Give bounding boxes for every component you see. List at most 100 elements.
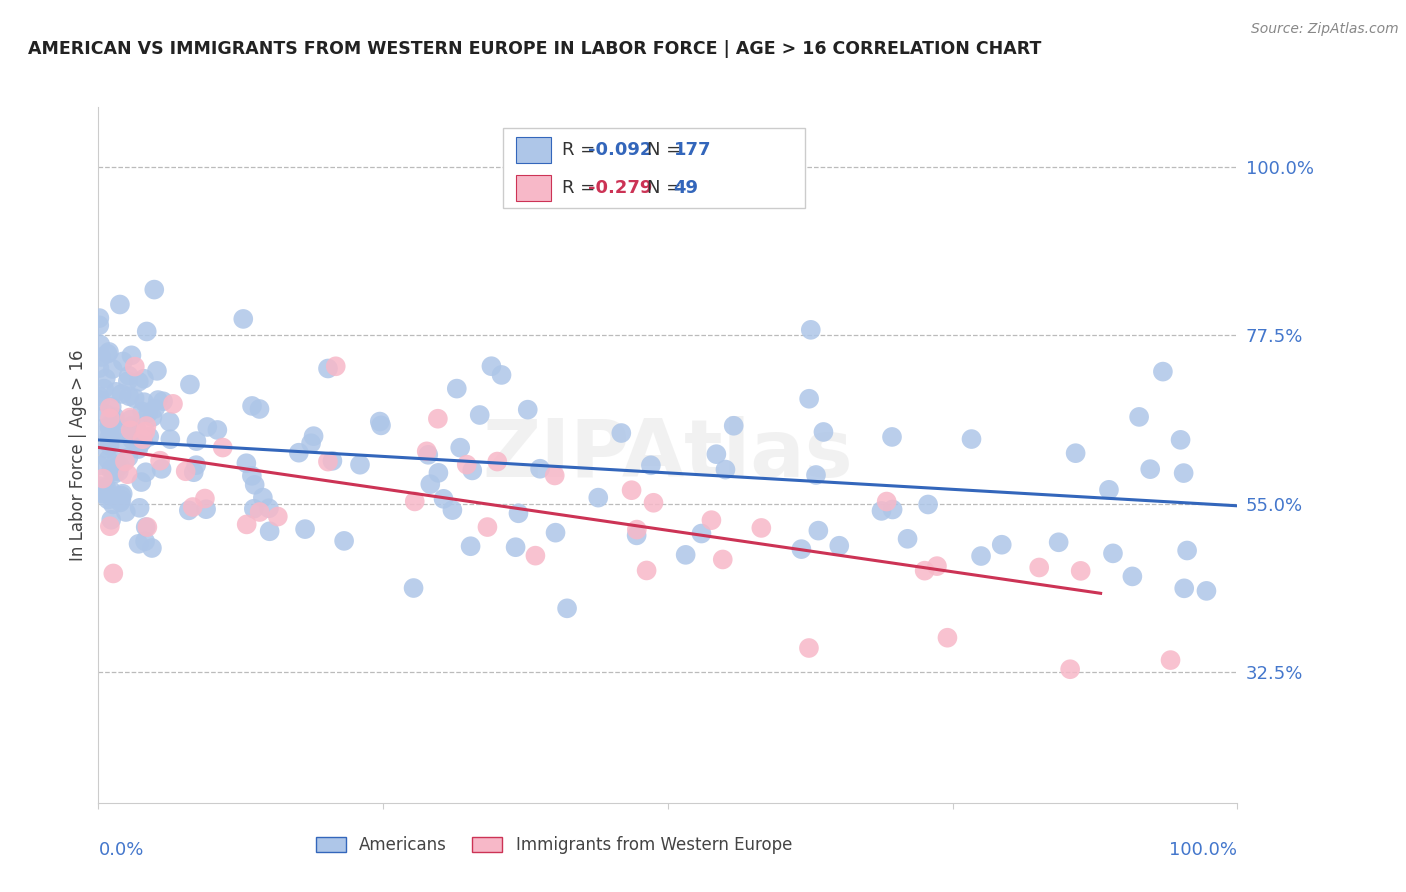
Point (1195, 583, 1218, 598)
Point (120, 348, 142, 362)
Point (134, 395, 156, 409)
Point (117, 374, 139, 388)
Point (111, 486, 134, 500)
Point (235, 456, 257, 470)
Point (135, 325, 157, 339)
Point (108, 425, 131, 439)
Point (134, 425, 156, 439)
Point (249, 505, 271, 519)
Point (146, 392, 169, 407)
Point (1098, 483, 1121, 497)
Point (98, 420, 121, 434)
Point (159, 432, 181, 446)
Point (100, 483, 122, 498)
Point (876, 494, 898, 508)
Point (104, 410, 127, 425)
Point (104, 384, 127, 399)
Point (714, 462, 737, 476)
Point (105, 459, 128, 474)
Point (240, 468, 263, 483)
Point (141, 541, 163, 555)
Point (129, 436, 152, 450)
Point (110, 489, 132, 503)
Point (195, 502, 218, 516)
Point (636, 564, 658, 578)
Point (104, 467, 127, 481)
Point (134, 534, 156, 549)
Point (1121, 569, 1143, 583)
Point (152, 394, 174, 409)
Point (555, 601, 578, 615)
FancyBboxPatch shape (516, 137, 551, 163)
Point (790, 542, 813, 557)
Point (143, 283, 166, 297)
Point (267, 509, 290, 524)
Point (460, 539, 482, 553)
Point (544, 468, 567, 483)
Point (481, 359, 503, 374)
Point (404, 494, 426, 508)
Point (94, 483, 117, 498)
Point (108, 458, 131, 473)
Point (118, 410, 141, 425)
Point (461, 463, 484, 477)
Point (98, 430, 121, 444)
Point (94, 407, 117, 421)
Point (524, 549, 547, 563)
Point (675, 548, 697, 562)
Point (120, 419, 142, 434)
Point (415, 444, 437, 458)
Point (117, 450, 139, 465)
Point (146, 364, 169, 378)
Point (89, 393, 111, 408)
Point (207, 423, 229, 437)
Point (486, 454, 509, 468)
Point (828, 539, 851, 553)
Point (813, 425, 835, 439)
Point (294, 522, 316, 536)
Point (797, 640, 820, 655)
Point (1173, 466, 1195, 480)
Point (1139, 462, 1161, 476)
Point (807, 524, 830, 538)
FancyBboxPatch shape (516, 175, 551, 201)
Point (104, 491, 127, 505)
Point (177, 503, 200, 517)
Point (103, 566, 125, 581)
Point (194, 491, 217, 506)
Point (98, 411, 121, 425)
Point (257, 501, 280, 516)
Point (135, 419, 157, 434)
Point (138, 430, 160, 444)
Point (508, 506, 530, 520)
Point (111, 354, 134, 368)
Point (1028, 560, 1050, 574)
Point (120, 423, 142, 437)
Point (896, 532, 918, 546)
Point (240, 399, 263, 413)
Point (1160, 653, 1182, 667)
Point (368, 415, 391, 429)
Point (870, 504, 893, 518)
Point (131, 404, 153, 418)
Point (936, 631, 959, 645)
Text: 0.0%: 0.0% (98, 841, 143, 859)
Point (129, 475, 152, 489)
Point (316, 454, 339, 468)
Point (402, 581, 425, 595)
Point (288, 445, 311, 459)
Point (179, 377, 201, 392)
Point (100, 425, 122, 440)
Point (100, 513, 122, 527)
Point (89, 311, 111, 326)
Text: R =: R = (562, 141, 600, 159)
Point (588, 491, 610, 505)
Point (159, 415, 181, 429)
Point (98, 417, 121, 432)
Point (96, 346, 118, 360)
Point (441, 503, 464, 517)
Point (349, 458, 371, 472)
Point (252, 491, 274, 505)
Point (700, 513, 723, 527)
Point (419, 477, 441, 491)
